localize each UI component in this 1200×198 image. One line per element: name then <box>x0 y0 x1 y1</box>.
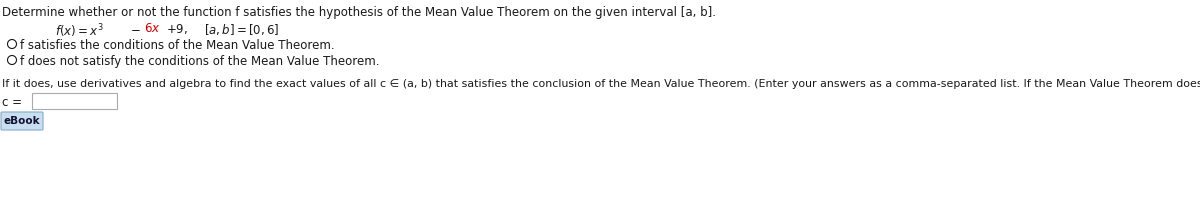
Text: $-$: $-$ <box>130 22 140 35</box>
FancyBboxPatch shape <box>32 93 118 109</box>
Text: Determine whether or not the function f satisfies the hypothesis of the Mean Val: Determine whether or not the function f … <box>2 6 716 19</box>
Text: $[a, b] = [0, 6]$: $[a, b] = [0, 6]$ <box>204 22 280 37</box>
FancyBboxPatch shape <box>1 112 43 130</box>
Text: eBook: eBook <box>4 116 41 126</box>
Text: $+ 9,$: $+ 9,$ <box>166 22 188 36</box>
Text: $6x$: $6x$ <box>144 22 161 35</box>
Text: f does not satisfy the conditions of the Mean Value Theorem.: f does not satisfy the conditions of the… <box>20 55 379 68</box>
Text: $f(x) = x^3$: $f(x) = x^3$ <box>55 22 103 40</box>
Text: c =: c = <box>2 96 22 109</box>
Text: f satisfies the conditions of the Mean Value Theorem.: f satisfies the conditions of the Mean V… <box>20 39 335 52</box>
Text: If it does, use derivatives and algebra to find the exact values of all c ∈ (a, : If it does, use derivatives and algebra … <box>2 79 1200 89</box>
